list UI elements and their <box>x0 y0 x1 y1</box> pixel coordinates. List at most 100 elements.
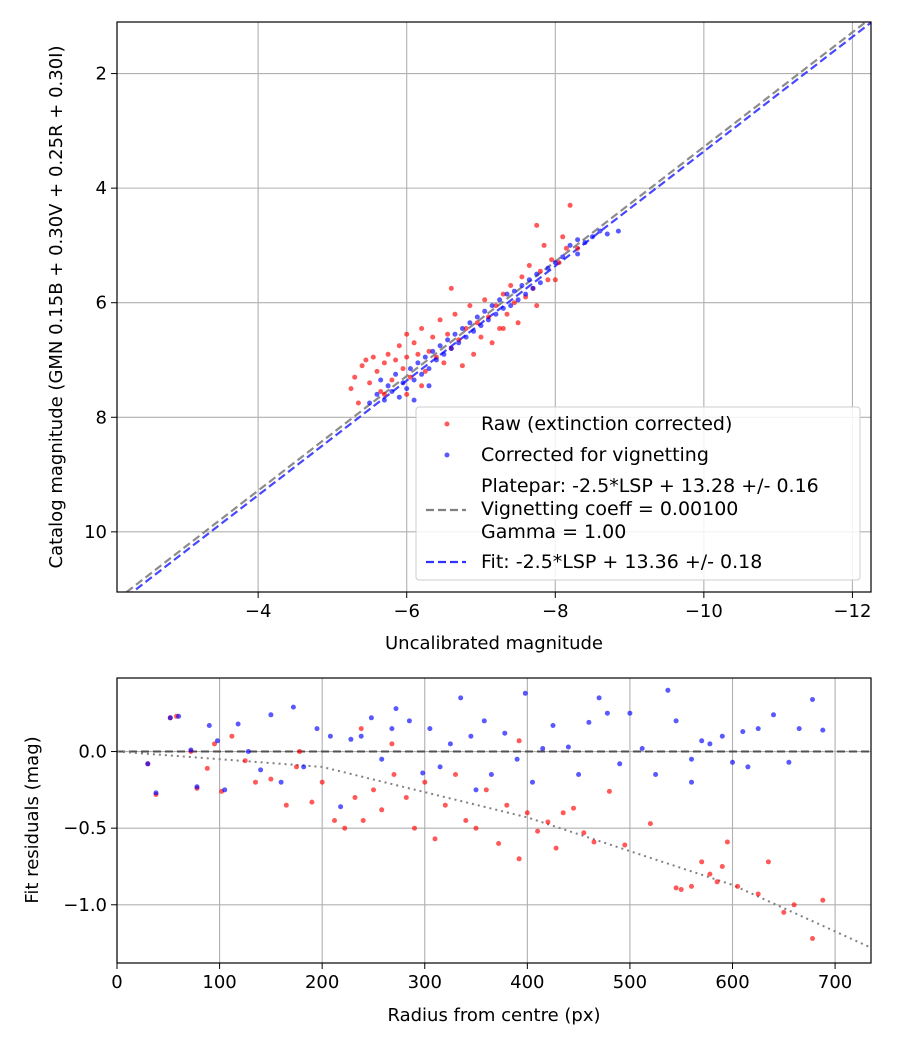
magnitude-plot-point <box>404 391 410 397</box>
residuals-plot-point <box>483 787 489 793</box>
residuals-plot-point <box>283 802 289 808</box>
magnitude-plot-point <box>497 326 503 331</box>
residuals-plot-point <box>412 825 417 831</box>
magnitude-plot-point <box>482 308 488 314</box>
legend-label-platepar-line-2: Vignetting coeff = 0.00100 <box>481 498 738 520</box>
magnitude-plot-points <box>348 202 621 406</box>
magnitude-plot-lines <box>124 22 871 592</box>
residuals-plot-y-tick-label: 0.0 <box>78 742 107 763</box>
residuals-plot-point <box>215 738 220 744</box>
residuals-plot-point <box>268 776 274 782</box>
magnitude-plot-point <box>367 400 373 406</box>
residuals-plot-point <box>389 741 395 747</box>
magnitude-plot-point <box>378 389 384 394</box>
residuals-plot-point <box>297 749 303 754</box>
magnitude-plot-point <box>419 371 425 377</box>
residuals-plot-point <box>188 747 194 753</box>
magnitude-plot-point <box>534 303 540 309</box>
residuals-plot-points <box>145 687 826 941</box>
magnitude-plot-point <box>541 242 547 248</box>
residuals-plot-y-tick-label: −1.0 <box>63 895 107 916</box>
magnitude-plot-point <box>407 366 413 372</box>
residuals-plot-point <box>550 723 556 728</box>
magnitude-plot-point <box>404 354 410 360</box>
residuals-plot-point <box>724 839 730 845</box>
magnitude-plot-point <box>523 291 529 297</box>
magnitude-plot-ylabel: Catalog magnitude (GMN 0.15B + 0.30V + 0… <box>46 45 67 568</box>
magnitude-plot-y-tick-label: 4 <box>96 178 107 199</box>
magnitude-plot-point <box>459 363 465 369</box>
magnitude-plot-point <box>589 234 595 240</box>
magnitude-plot-point <box>452 311 458 317</box>
magnitude-plot-point <box>370 354 376 360</box>
legend-label-fit: Fit: -2.5*LSP + 13.36 +/- 0.18 <box>481 551 762 573</box>
residuals-plot-x-tick-label: 700 <box>818 972 852 993</box>
magnitude-plot-point <box>419 326 425 331</box>
magnitude-plot-point <box>463 334 469 340</box>
residuals-plot-point <box>647 821 653 827</box>
residuals-plot-point <box>765 859 771 865</box>
magnitude-plot-point <box>471 351 477 357</box>
magnitude-plot-point <box>381 391 387 397</box>
magnitude-plot-point <box>500 326 506 331</box>
magnitude-plot-y-tick-label: 6 <box>96 293 107 314</box>
residuals-plot-point <box>358 733 364 739</box>
magnitude-plot-point <box>422 368 428 374</box>
magnitude-plot-point <box>545 265 551 271</box>
residuals-plot-point <box>403 795 409 800</box>
residuals-plot-point <box>596 695 602 701</box>
magnitude-plot-point <box>556 260 562 266</box>
residuals-plot-point <box>481 718 487 724</box>
magnitude-plot-point <box>552 277 558 283</box>
magnitude-plot-point <box>448 285 454 291</box>
residuals-plot-point <box>524 810 530 816</box>
magnitude-plot-point <box>426 383 432 389</box>
magnitude-plot-point <box>415 351 421 357</box>
residuals-plot-point <box>591 839 597 845</box>
magnitude-plot-point <box>519 274 525 280</box>
legend-label-platepar: Platepar: -2.5*LSP + 13.28 +/- 0.16 Vign… <box>481 475 825 543</box>
magnitude-plot-point <box>463 326 469 331</box>
residuals-plot-point <box>420 770 426 776</box>
residuals-plot-point <box>745 764 751 770</box>
magnitude-plot-point <box>359 363 365 369</box>
magnitude-plot-point <box>537 280 543 286</box>
residuals-plot-point <box>514 756 520 762</box>
residuals-plot-point <box>689 779 694 785</box>
residuals-plot-x-tick-label: 600 <box>715 972 749 993</box>
magnitude-plot-point <box>348 386 354 392</box>
magnitude-plot-point <box>515 297 521 303</box>
residuals-plot-point <box>771 712 776 718</box>
residuals-plot-point <box>393 706 399 712</box>
magnitude-plot-point <box>497 297 503 303</box>
magnitude-plot-point <box>615 228 621 234</box>
magnitude-plot-point <box>393 371 399 377</box>
magnitude-plot-point <box>485 317 491 323</box>
magnitude-plot-point <box>478 323 484 329</box>
magnitude-plot-point <box>597 228 603 234</box>
residuals-plot-point <box>176 713 182 719</box>
magnitude-plot-point <box>433 357 439 363</box>
magnitude-plot-point <box>549 257 555 263</box>
magnitude-plot-x-tick-label: −10 <box>685 601 723 622</box>
residuals-plot-y-tick-label: −0.5 <box>63 818 107 839</box>
residuals-plot-x-tick-label: 200 <box>305 972 339 993</box>
legend-label-raw: Raw (extinction corrected) <box>481 413 732 435</box>
residuals-plot-point <box>348 736 354 742</box>
magnitude-plot-point <box>467 303 473 309</box>
residuals-plot-point <box>301 764 307 770</box>
residuals-plot-point <box>458 695 464 701</box>
residuals-plot-point <box>206 723 212 728</box>
magnitude-plot-point <box>400 366 406 372</box>
residuals-plot-point <box>689 883 694 889</box>
residuals-plot-point <box>622 842 628 848</box>
residuals-plot-point <box>294 764 299 770</box>
residuals-plot-point <box>268 712 274 718</box>
residuals-plot-point <box>442 802 448 808</box>
residuals-plot-point <box>553 845 559 851</box>
residuals-plot-point <box>740 729 746 735</box>
magnitude-plot-point <box>381 360 387 366</box>
residuals-plot-point <box>342 825 348 831</box>
magnitude-plot-point <box>374 391 380 397</box>
